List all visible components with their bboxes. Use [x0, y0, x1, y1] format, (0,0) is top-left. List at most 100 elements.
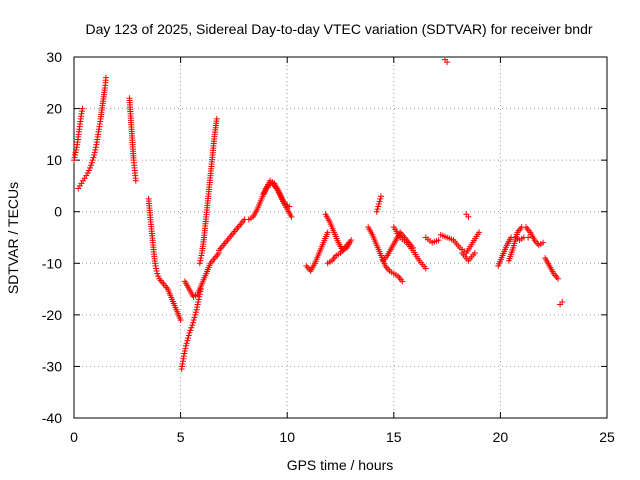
data-point-interp: [194, 301, 201, 308]
data-point-interp: [192, 309, 199, 316]
series-arc-j: [260, 180, 293, 210]
grid: [74, 57, 607, 418]
data-point-interp: [153, 268, 160, 275]
data-point: [79, 105, 86, 112]
data-point: [378, 193, 385, 200]
data-point: [191, 314, 198, 321]
data-points: [71, 56, 566, 373]
chart-title: Day 123 of 2025, Sidereal Day-to-day VTE…: [85, 21, 592, 37]
data-point: [180, 353, 187, 360]
y-tick-label: -20: [42, 307, 62, 323]
data-point-interp: [182, 345, 189, 352]
series-arc-f: [181, 249, 222, 300]
series-arc-v: [463, 211, 472, 220]
data-point-interp: [155, 273, 162, 280]
data-point-interp: [192, 311, 199, 318]
series-arc-d: [145, 195, 184, 324]
data-point-interp: [153, 265, 160, 272]
series-arc-r: [422, 234, 442, 246]
series-arc-c: [126, 95, 139, 184]
data-point-interp: [181, 347, 188, 354]
series-arc-o: [373, 193, 385, 215]
data-point: [465, 213, 472, 220]
data-point: [213, 115, 220, 122]
data-point-interp: [73, 144, 80, 151]
data-point: [91, 151, 98, 158]
data-point-interp: [185, 332, 192, 339]
data-point-interp: [190, 319, 197, 326]
data-point-interp: [85, 167, 92, 174]
data-point: [540, 239, 547, 246]
series-arc-b: [75, 74, 109, 192]
data-point: [177, 317, 184, 324]
x-tick-label: 15: [386, 429, 402, 445]
x-tick-label: 5: [177, 429, 185, 445]
data-point: [435, 237, 442, 244]
data-point-interp: [197, 255, 204, 262]
data-point: [525, 234, 532, 241]
data-point-interp: [91, 149, 98, 156]
data-point: [554, 275, 561, 282]
y-tick-label: 0: [54, 204, 62, 220]
data-point: [84, 170, 91, 177]
data-point: [346, 239, 353, 246]
x-tick-label: 25: [599, 429, 615, 445]
series-arc-x: [505, 224, 547, 264]
data-point-interp: [188, 324, 195, 331]
series-arc-q: [390, 224, 429, 272]
data-point-interp: [88, 159, 95, 166]
data-point: [399, 278, 406, 285]
data-point-interp: [72, 149, 79, 156]
series-arc-s: [441, 56, 451, 66]
data-point-interp: [183, 340, 190, 347]
data-point: [72, 151, 79, 158]
y-tick-label: 10: [46, 152, 62, 168]
data-point: [88, 162, 95, 169]
data-point-interp: [89, 157, 96, 164]
data-point: [78, 110, 85, 117]
series-arc-k: [303, 229, 331, 275]
data-point-interp: [198, 252, 205, 259]
y-tick-label: -10: [42, 255, 62, 271]
data-point-interp: [195, 298, 202, 305]
data-point: [195, 296, 202, 303]
y-tick-label: -40: [42, 410, 62, 426]
data-point: [444, 59, 451, 66]
y-tick-label: 20: [46, 101, 62, 117]
data-point: [375, 200, 382, 207]
x-tick-labels: 0 5 10 15 20 25: [70, 429, 615, 445]
data-point: [73, 146, 80, 153]
data-point: [132, 177, 139, 184]
y-tick-label: -30: [42, 358, 62, 374]
data-point: [471, 249, 478, 256]
data-point-interp: [377, 195, 384, 202]
data-point: [182, 342, 189, 349]
data-point-interp: [186, 329, 193, 336]
data-point-interp: [194, 304, 201, 311]
data-point: [196, 260, 203, 267]
data-point: [154, 270, 161, 277]
data-point: [288, 213, 295, 220]
data-point-interp: [71, 154, 78, 161]
x-axis-label: GPS time / hours: [287, 457, 394, 473]
data-point-interp: [92, 146, 99, 153]
y-tick-labels: -40 -30 -20 -10 0 10 20 30: [42, 49, 62, 426]
series-arc-m: [324, 239, 353, 267]
data-point: [476, 229, 483, 236]
data-point: [152, 260, 159, 267]
data-point-interp: [90, 154, 97, 161]
series-arc-e: [178, 286, 204, 373]
data-point-interp: [376, 198, 383, 205]
data-point: [324, 229, 331, 236]
plot-frame: [73, 56, 608, 419]
x-tick-label: 0: [70, 429, 78, 445]
data-point-interp: [152, 262, 159, 269]
series-arc-g: [196, 115, 220, 267]
y-tick-label: 30: [46, 49, 62, 65]
data-point: [187, 327, 194, 334]
data-point-interp: [375, 203, 382, 210]
data-point-interp: [86, 164, 93, 171]
series-arc-a: [71, 105, 86, 164]
y-axis-label: SDTVAR / TECUs: [5, 182, 21, 294]
